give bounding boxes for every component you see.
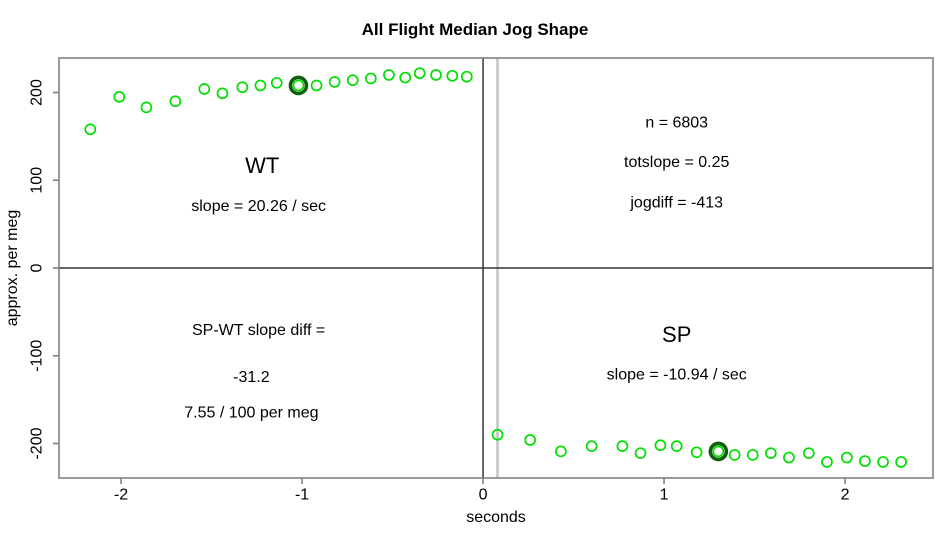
annotation-text: WT bbox=[245, 153, 279, 178]
chart-title: All Flight Median Jog Shape bbox=[361, 20, 589, 39]
annotation-text: -31.2 bbox=[233, 369, 270, 386]
y-tick-label: 100 bbox=[29, 167, 46, 194]
data-point-wt bbox=[140, 101, 153, 114]
annotation-text: n = 6803 bbox=[645, 115, 708, 132]
data-point-sp bbox=[859, 455, 871, 467]
data-point-sp bbox=[654, 439, 667, 452]
x-tick-label: -2 bbox=[114, 487, 128, 504]
data-point-sp bbox=[712, 445, 725, 458]
data-point-wt bbox=[236, 81, 249, 94]
data-point-wt bbox=[292, 79, 305, 92]
annotation-text: slope = 20.26 / sec bbox=[191, 198, 326, 215]
data-point-sp bbox=[746, 449, 759, 461]
x-tick-label: 2 bbox=[841, 487, 850, 504]
data-point-wt bbox=[254, 79, 267, 92]
data-point-sp bbox=[634, 447, 647, 460]
data-point-sp bbox=[821, 456, 833, 468]
y-tick-label: -200 bbox=[29, 427, 46, 459]
data-point-sp bbox=[895, 456, 907, 468]
y-tick-label: 200 bbox=[29, 79, 46, 106]
data-point-sp bbox=[764, 447, 777, 460]
data-point-wt bbox=[446, 69, 459, 82]
data-point-wt bbox=[383, 69, 395, 81]
data-point-sp bbox=[877, 456, 889, 468]
annotation-text: jogdiff = -413 bbox=[629, 195, 723, 212]
x-tick-label: 1 bbox=[660, 487, 669, 504]
data-point-wt bbox=[270, 76, 283, 89]
data-point-wt bbox=[198, 83, 211, 95]
annotation-text: slope = -10.94 / sec bbox=[607, 367, 747, 384]
data-point-sp bbox=[783, 451, 795, 464]
data-point-sp bbox=[585, 440, 598, 452]
data-point-wt bbox=[113, 91, 126, 103]
annotation-text: SP bbox=[662, 322, 691, 347]
x-tick-label: -1 bbox=[295, 487, 309, 504]
x-axis-label: seconds bbox=[466, 509, 526, 526]
data-point-wt bbox=[399, 71, 412, 84]
data-point-sp bbox=[670, 440, 683, 452]
annotation-text: SP-WT slope diff = bbox=[192, 322, 325, 339]
annotation-text: totslope = 0.25 bbox=[624, 154, 730, 171]
data-point-wt bbox=[328, 76, 341, 88]
data-point-sp bbox=[840, 451, 853, 464]
data-point-wt bbox=[346, 74, 359, 87]
data-point-wt bbox=[460, 70, 473, 83]
y-tick-label: 0 bbox=[29, 263, 46, 272]
data-point-sp bbox=[728, 449, 741, 461]
data-point-sp bbox=[690, 446, 703, 459]
data-point-wt bbox=[364, 72, 377, 85]
data-point-sp bbox=[555, 445, 567, 458]
y-tick-label: -100 bbox=[29, 340, 46, 372]
y-axis-label: approx. per meg bbox=[4, 209, 21, 327]
data-point-wt bbox=[216, 87, 229, 100]
data-point-sp bbox=[616, 440, 629, 452]
highlight-ring-wt bbox=[288, 75, 309, 96]
data-point-wt bbox=[413, 67, 426, 80]
data-point-sp bbox=[802, 447, 815, 460]
highlight-ring-sp bbox=[708, 441, 729, 462]
data-point-wt bbox=[310, 79, 323, 92]
data-point-sp bbox=[524, 434, 536, 446]
annotation-text: 7.55 / 100 per meg bbox=[184, 404, 318, 421]
data-point-wt bbox=[169, 95, 182, 108]
data-point-sp bbox=[491, 428, 504, 441]
data-point-wt bbox=[84, 123, 97, 136]
data-point-wt bbox=[430, 69, 442, 81]
x-tick-label: 0 bbox=[479, 487, 488, 504]
